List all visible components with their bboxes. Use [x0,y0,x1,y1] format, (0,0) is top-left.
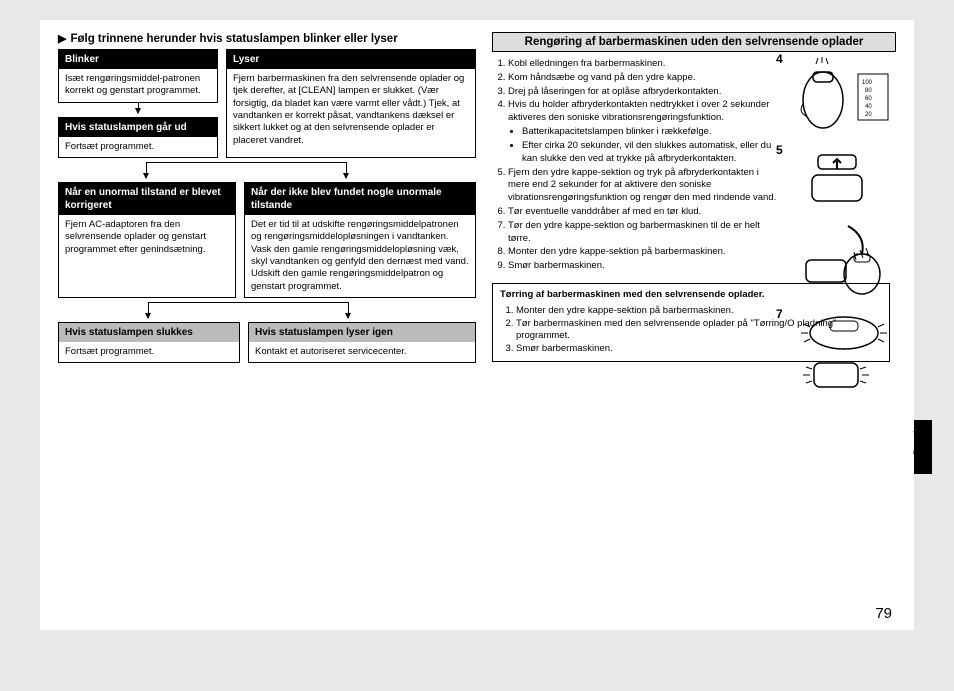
connector [58,103,218,117]
step-4-text: Hvis du holder afbryderkontakten nedtryk… [508,99,769,123]
step-2: Kom håndsæbe og vand på den ydre kappe. [508,72,782,85]
svg-text:100: 100 [862,80,873,86]
figure-4: 4 100 80 60 40 20 [788,54,898,139]
box-body: Fjern barbermaskinen fra den selvrensend… [227,69,475,151]
flow-row-2: Når en unormal tilstand er blevet korrig… [58,182,478,298]
hline [148,302,348,303]
connector-row-2-3 [58,302,478,322]
box-head: Hvis statuslampen går ud [59,118,217,137]
box-head-grey: Hvis statuslampen lyser igen [249,323,475,342]
box-body: Fortsæt programmet. [59,342,239,362]
step-4b: Efter cirka 20 sekunder, vil den slukkes… [522,140,782,166]
box-corrected: Når en unormal tilstand er blevet korrig… [58,182,236,298]
fig-num-5: 5 [776,143,783,157]
box-head: Når der ikke blev fundet nogle unormale … [245,183,475,215]
box-head: Blinker [59,50,217,69]
box-on-again: Hvis statuslampen lyser igen Kontakt et … [248,322,476,363]
box-off: Hvis statuslampen slukkes Fortsæt progra… [58,322,240,363]
box-head: Lyser [227,50,475,69]
arrow-down-icon [138,103,139,113]
box-blinker: Blinker Isæt rengøringsmiddel-patronen k… [58,49,218,103]
box-body: Fortsæt programmet. [59,137,217,157]
arrow-down-icon [146,162,147,178]
svg-text:60: 60 [865,96,872,102]
columns: ▶ Følg trinnene herunder hvis statuslamp… [58,32,896,367]
step-3: Drej på låseringen for at oplåse afbryde… [508,86,782,99]
box-body: Isæt rengøringsmiddel-patronen korrekt o… [59,69,217,102]
figure-5: 5 [788,145,898,214]
language-label: Dansk [912,428,922,455]
hline [146,162,346,163]
svg-text:40: 40 [865,104,872,110]
figure-7: 7 [788,309,898,400]
steps-text: Kobl elledningen fra barbermaskinen. Kom… [492,58,782,362]
svg-text:80: 80 [865,88,872,94]
box-body: Det er tid til at udskifte rengøringsmid… [245,215,475,297]
right-body: Kobl elledningen fra barbermaskinen. Kom… [492,58,896,362]
remove-cap-icon [788,145,896,209]
step-9: Smør barbermaskinen. [508,260,782,273]
figure-5b [788,220,898,303]
drying-icon [788,309,896,395]
left-title-text: Følg trinnene herunder hvis statuslampen… [70,33,397,45]
col-a-stack: Blinker Isæt rengøringsmiddel-patronen k… [58,49,218,158]
step-1: Kobl elledningen fra barbermaskinen. [508,58,782,71]
step-4-sub: Batterikapacitetslampen blinker i rækkef… [508,126,782,165]
box-goes-out: Hvis statuslampen går ud Fortsæt program… [58,117,218,158]
box-head: Når en unormal tilstand er blevet korrig… [59,183,235,215]
arrow-down-icon [148,302,149,318]
manual-page: ▶ Følg trinnene herunder hvis statuslamp… [40,20,914,630]
right-column: Rengøring af barbermaskinen uden den sel… [492,32,896,367]
step-4: Hvis du holder afbryderkontakten nedtryk… [508,99,782,165]
box-lyser: Lyser Fjern barbermaskinen fra den selvr… [226,49,476,158]
flow-row-1: Blinker Isæt rengøringsmiddel-patronen k… [58,49,478,158]
box-body: Fjern AC-adaptoren fra den selvrensende … [59,215,235,260]
shaver-soap-icon: 100 80 60 40 20 [788,54,896,134]
svg-text:20: 20 [865,112,872,118]
box-body: Kontakt et autoriseret servicecenter. [249,342,475,362]
step-4a: Batterikapacitetslampen blinker i rækkef… [522,126,782,139]
page-number: 79 [875,605,892,622]
step-5: Fjern den ydre kappe-sektion og tryk på … [508,167,782,205]
step-7: Tør den ydre kappe-sektion og barbermask… [508,220,782,246]
box-not-found: Når der ikke blev fundet nogle unormale … [244,182,476,298]
arrow-down-icon [348,302,349,318]
fig-num-4: 4 [776,52,783,66]
right-banner: Rengøring af barbermaskinen uden den sel… [492,32,896,52]
cleaning-steps: Kobl elledningen fra barbermaskinen. Kom… [492,58,782,273]
box-head-grey: Hvis statuslampen slukkes [59,323,239,342]
step-8: Monter den ydre kappe-sektion på barberm… [508,246,782,259]
connector-row-1-2 [58,162,478,182]
fig-num-7: 7 [776,307,783,321]
rinse-water-icon [788,220,896,298]
left-column: ▶ Følg trinnene herunder hvis statuslamp… [58,32,478,367]
triangle-icon: ▶ [58,32,66,45]
arrow-down-icon [346,162,347,178]
step-6: Tør eventuelle vanddråber af med en tør … [508,206,782,219]
figures: 4 100 80 60 40 20 [788,54,898,406]
flow-row-3: Hvis statuslampen slukkes Fortsæt progra… [58,322,478,363]
left-title: ▶ Følg trinnene herunder hvis statuslamp… [58,32,478,45]
